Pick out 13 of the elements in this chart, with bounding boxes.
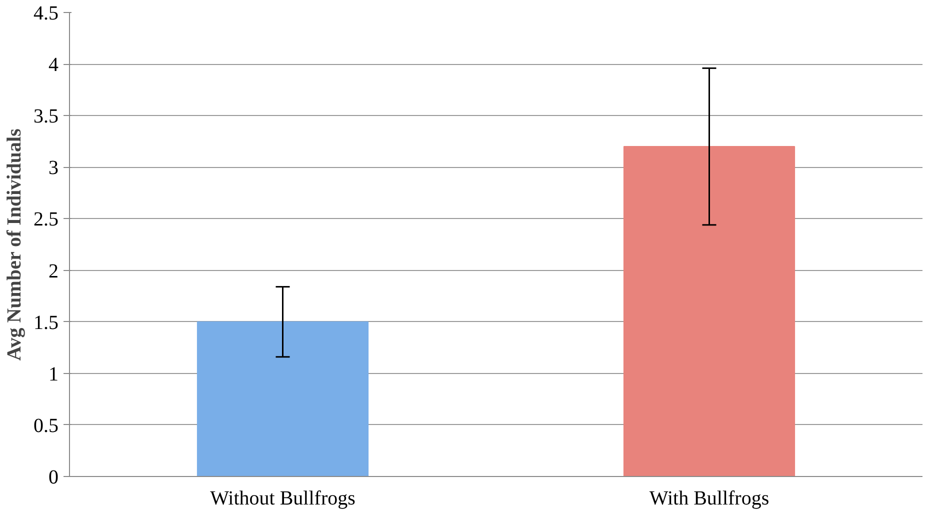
y-tick-label: 0.5 xyxy=(34,414,58,437)
y-tick-label: 1.5 xyxy=(34,312,58,334)
y-tick-label: 2.5 xyxy=(34,208,58,231)
x-tick-label: Without Bullfrogs xyxy=(210,488,356,510)
x-tick-label: With Bullfrogs xyxy=(649,488,770,510)
y-tick-label: 3.5 xyxy=(34,106,58,128)
y-tick-label: 0 xyxy=(48,466,58,488)
y-tick-label: 2 xyxy=(48,260,58,282)
y-tick-label: 3 xyxy=(48,157,58,180)
y-tick-label: 4.5 xyxy=(34,2,58,24)
y-tick-label: 1 xyxy=(48,363,58,386)
y-tick-label: 4 xyxy=(48,54,58,76)
y-axis-title: Avg Number of Individuals xyxy=(4,128,26,361)
